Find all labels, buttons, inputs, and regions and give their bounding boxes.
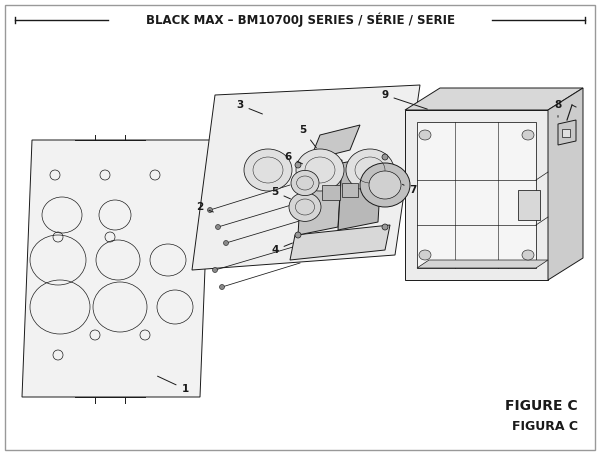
Polygon shape bbox=[518, 190, 540, 220]
Text: 4: 4 bbox=[271, 243, 292, 255]
Text: 5: 5 bbox=[271, 187, 290, 199]
Circle shape bbox=[220, 284, 224, 289]
Ellipse shape bbox=[296, 149, 344, 191]
Ellipse shape bbox=[244, 149, 292, 191]
Text: 7: 7 bbox=[403, 184, 416, 195]
Ellipse shape bbox=[522, 250, 534, 260]
Text: 1: 1 bbox=[158, 376, 188, 394]
Text: BLACK MAX – BM10700J SERIES / SÉRIE / SERIE: BLACK MAX – BM10700J SERIES / SÉRIE / SE… bbox=[146, 13, 455, 27]
Text: 9: 9 bbox=[382, 90, 427, 109]
Polygon shape bbox=[417, 260, 548, 268]
Polygon shape bbox=[405, 88, 583, 110]
Polygon shape bbox=[290, 225, 390, 260]
Ellipse shape bbox=[289, 192, 321, 222]
Text: 6: 6 bbox=[284, 152, 302, 164]
Ellipse shape bbox=[291, 171, 319, 196]
Ellipse shape bbox=[419, 250, 431, 260]
Text: 8: 8 bbox=[554, 100, 562, 117]
Ellipse shape bbox=[346, 149, 394, 191]
Polygon shape bbox=[405, 110, 548, 280]
Polygon shape bbox=[548, 88, 583, 280]
Bar bbox=[562, 129, 570, 137]
Text: FIGURE C: FIGURE C bbox=[505, 399, 578, 413]
Circle shape bbox=[223, 241, 229, 246]
Text: 3: 3 bbox=[236, 100, 262, 114]
Text: 5: 5 bbox=[299, 125, 316, 148]
Circle shape bbox=[295, 162, 301, 168]
Polygon shape bbox=[338, 155, 382, 230]
Polygon shape bbox=[298, 160, 342, 235]
Bar bbox=[342, 183, 358, 197]
Text: 2: 2 bbox=[196, 202, 214, 212]
Ellipse shape bbox=[522, 130, 534, 140]
Polygon shape bbox=[558, 120, 576, 145]
Ellipse shape bbox=[360, 163, 410, 207]
Circle shape bbox=[212, 268, 218, 273]
Circle shape bbox=[215, 224, 221, 229]
Polygon shape bbox=[417, 122, 536, 268]
Polygon shape bbox=[310, 125, 360, 160]
Circle shape bbox=[295, 232, 301, 238]
Ellipse shape bbox=[419, 130, 431, 140]
Circle shape bbox=[382, 154, 388, 160]
Text: FIGURA C: FIGURA C bbox=[512, 420, 578, 433]
Ellipse shape bbox=[369, 171, 401, 199]
Circle shape bbox=[382, 224, 388, 230]
Polygon shape bbox=[22, 140, 210, 397]
Bar bbox=[322, 185, 340, 200]
Circle shape bbox=[208, 207, 212, 212]
Polygon shape bbox=[192, 85, 420, 270]
